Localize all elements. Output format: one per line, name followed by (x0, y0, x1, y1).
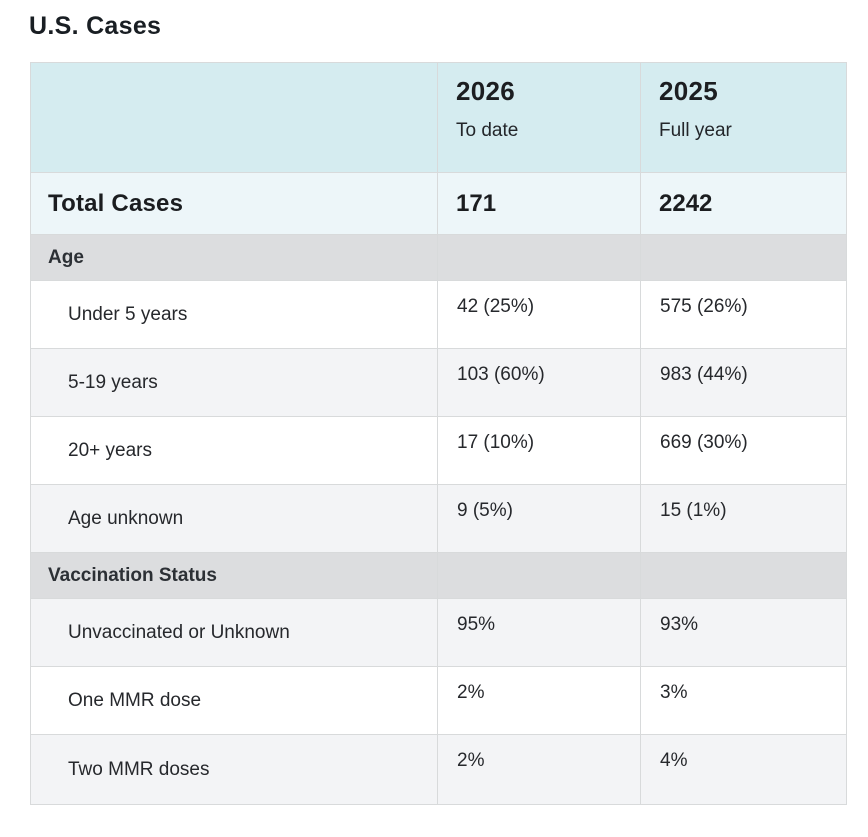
section-row-vaccination-status: Vaccination Status (30, 552, 847, 599)
row-value-2025: 575 (26%) (640, 280, 847, 349)
row-value-2026: 42 (25%) (437, 280, 641, 349)
header-period-to-date: To date (456, 120, 519, 141)
total-cases-row: Total Cases 171 2242 (30, 172, 847, 235)
total-cases-label: Total Cases (30, 172, 438, 235)
row-value-2026: 95% (437, 598, 641, 667)
header-col-2026: 2026 To date (437, 62, 641, 173)
total-cases-2026: 171 (437, 172, 641, 235)
row-label: Age unknown (30, 484, 438, 553)
row-label: Two MMR doses (30, 734, 438, 805)
row-value-2025: 983 (44%) (640, 348, 847, 417)
table-row-age-unknown: Age unknown 9 (5%) 15 (1%) (30, 484, 847, 553)
row-value-2025: 4% (640, 734, 847, 805)
section-label-vaccination-status: Vaccination Status (30, 552, 438, 599)
row-value-2026: 2% (437, 666, 641, 735)
row-label: Unvaccinated or Unknown (30, 598, 438, 667)
row-value-2026: 103 (60%) (437, 348, 641, 417)
table-row-5-19-years: 5-19 years 103 (60%) 983 (44%) (30, 348, 847, 417)
us-cases-table: 2026 To date 2025 Full year Total Cases … (30, 62, 847, 805)
section-label-age: Age (30, 234, 438, 281)
section-empty-cell (640, 234, 847, 281)
section-empty-cell (640, 552, 847, 599)
header-col-2025: 2025 Full year (640, 62, 847, 173)
row-value-2026: 2% (437, 734, 641, 805)
table-row-under-5-years: Under 5 years 42 (25%) 575 (26%) (30, 280, 847, 349)
table-row-two-mmr-doses: Two MMR doses 2% 4% (30, 734, 847, 805)
page-title: U.S. Cases (29, 12, 162, 40)
row-value-2025: 669 (30%) (640, 416, 847, 485)
header-period-full-year: Full year (659, 120, 732, 141)
row-label: 5-19 years (30, 348, 438, 417)
row-value-2026: 17 (10%) (437, 416, 641, 485)
total-cases-2025: 2242 (640, 172, 847, 235)
row-label: 20+ years (30, 416, 438, 485)
row-value-2025: 15 (1%) (640, 484, 847, 553)
row-value-2025: 93% (640, 598, 847, 667)
header-year-2026: 2026 (456, 76, 516, 106)
section-row-age: Age (30, 234, 847, 281)
table-row-one-mmr-dose: One MMR dose 2% 3% (30, 666, 847, 735)
section-empty-cell (437, 234, 641, 281)
table-header-row: 2026 To date 2025 Full year (30, 62, 847, 173)
row-value-2026: 9 (5%) (437, 484, 641, 553)
section-empty-cell (437, 552, 641, 599)
row-label: Under 5 years (30, 280, 438, 349)
row-label: One MMR dose (30, 666, 438, 735)
table-row-unvaccinated-or-unknown: Unvaccinated or Unknown 95% 93% (30, 598, 847, 667)
table-row-20-plus-years: 20+ years 17 (10%) 669 (30%) (30, 416, 847, 485)
row-value-2025: 3% (640, 666, 847, 735)
header-blank-cell (30, 62, 438, 173)
header-year-2025: 2025 (659, 76, 719, 106)
